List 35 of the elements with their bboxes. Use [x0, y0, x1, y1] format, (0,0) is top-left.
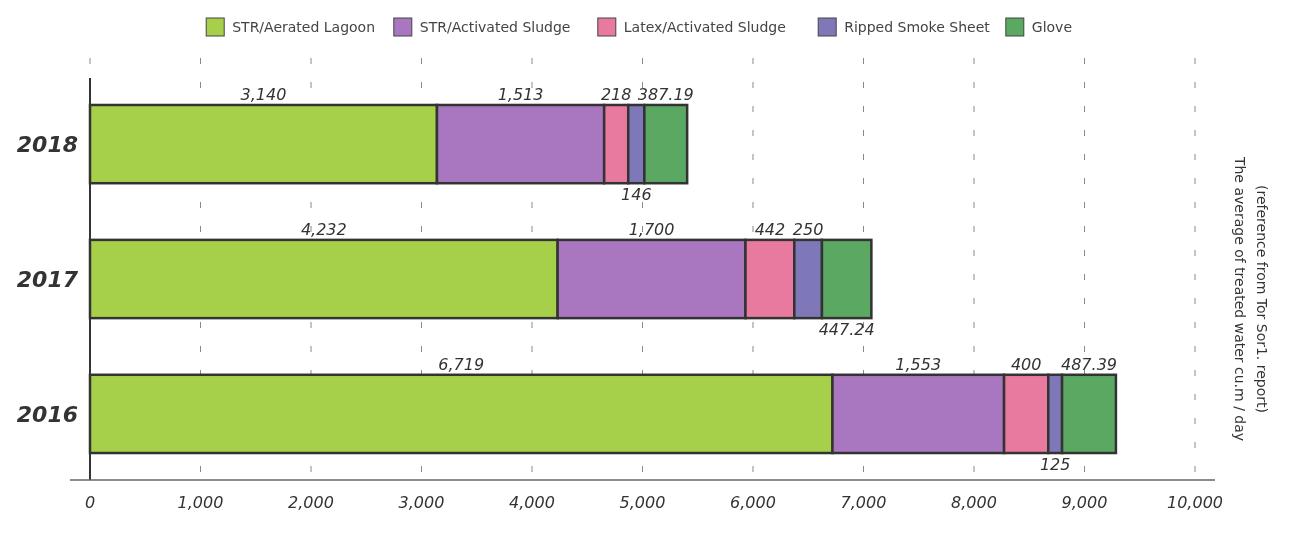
- legend-label: Ripped Smoke Sheet: [844, 19, 991, 35]
- x-tick-label: 0: [84, 493, 96, 512]
- x-tick-label: 10,000: [1167, 493, 1223, 512]
- data-label: 250: [792, 219, 824, 239]
- data-label: 447.24: [818, 320, 875, 340]
- legend-label: Glove: [1031, 19, 1072, 35]
- y-tick-label: 2018: [16, 132, 78, 158]
- legend-label: STR/Aerated Lagoon: [232, 19, 376, 35]
- data-label: 387.19: [637, 84, 694, 104]
- x-tick-label: 2,000: [288, 493, 334, 512]
- data-label: 125: [1039, 455, 1071, 475]
- y-tick-label: 2016: [16, 401, 78, 427]
- x-tick-label: 5,000: [619, 493, 666, 512]
- y-axis-title: The average of treated water cu.m / day (reference from Tor Sor1. report): [1232, 155, 1270, 442]
- data-label: 146: [621, 185, 652, 205]
- data-label: 487.39: [1061, 354, 1117, 374]
- data-label: 442: [754, 219, 786, 239]
- x-tick-label: 8,000: [951, 493, 997, 512]
- data-label: 4,232: [300, 219, 347, 239]
- data-label: 3,140: [240, 84, 287, 104]
- data-label: 1,553: [895, 354, 942, 374]
- data-label: 6,719: [438, 354, 485, 374]
- x-tick-label: 7,000: [840, 493, 887, 512]
- y-tick-label: 2017: [16, 267, 79, 292]
- legend-label: STR/Activated Sludge: [419, 19, 571, 35]
- x-tick-label: 1,000: [177, 493, 224, 512]
- data-label: 1,700: [628, 219, 675, 239]
- legend-label: Latex/Activated Sludge: [623, 19, 786, 35]
- x-tick-label: 9,000: [1061, 493, 1108, 512]
- x-tick-label: 4,000: [509, 493, 555, 512]
- data-label: 218: [600, 84, 632, 104]
- data-label: 1,513: [497, 84, 544, 104]
- x-tick-label: 6,000: [730, 493, 776, 512]
- data-label: 400: [1010, 354, 1042, 374]
- x-tick-label: 3,000: [398, 493, 445, 512]
